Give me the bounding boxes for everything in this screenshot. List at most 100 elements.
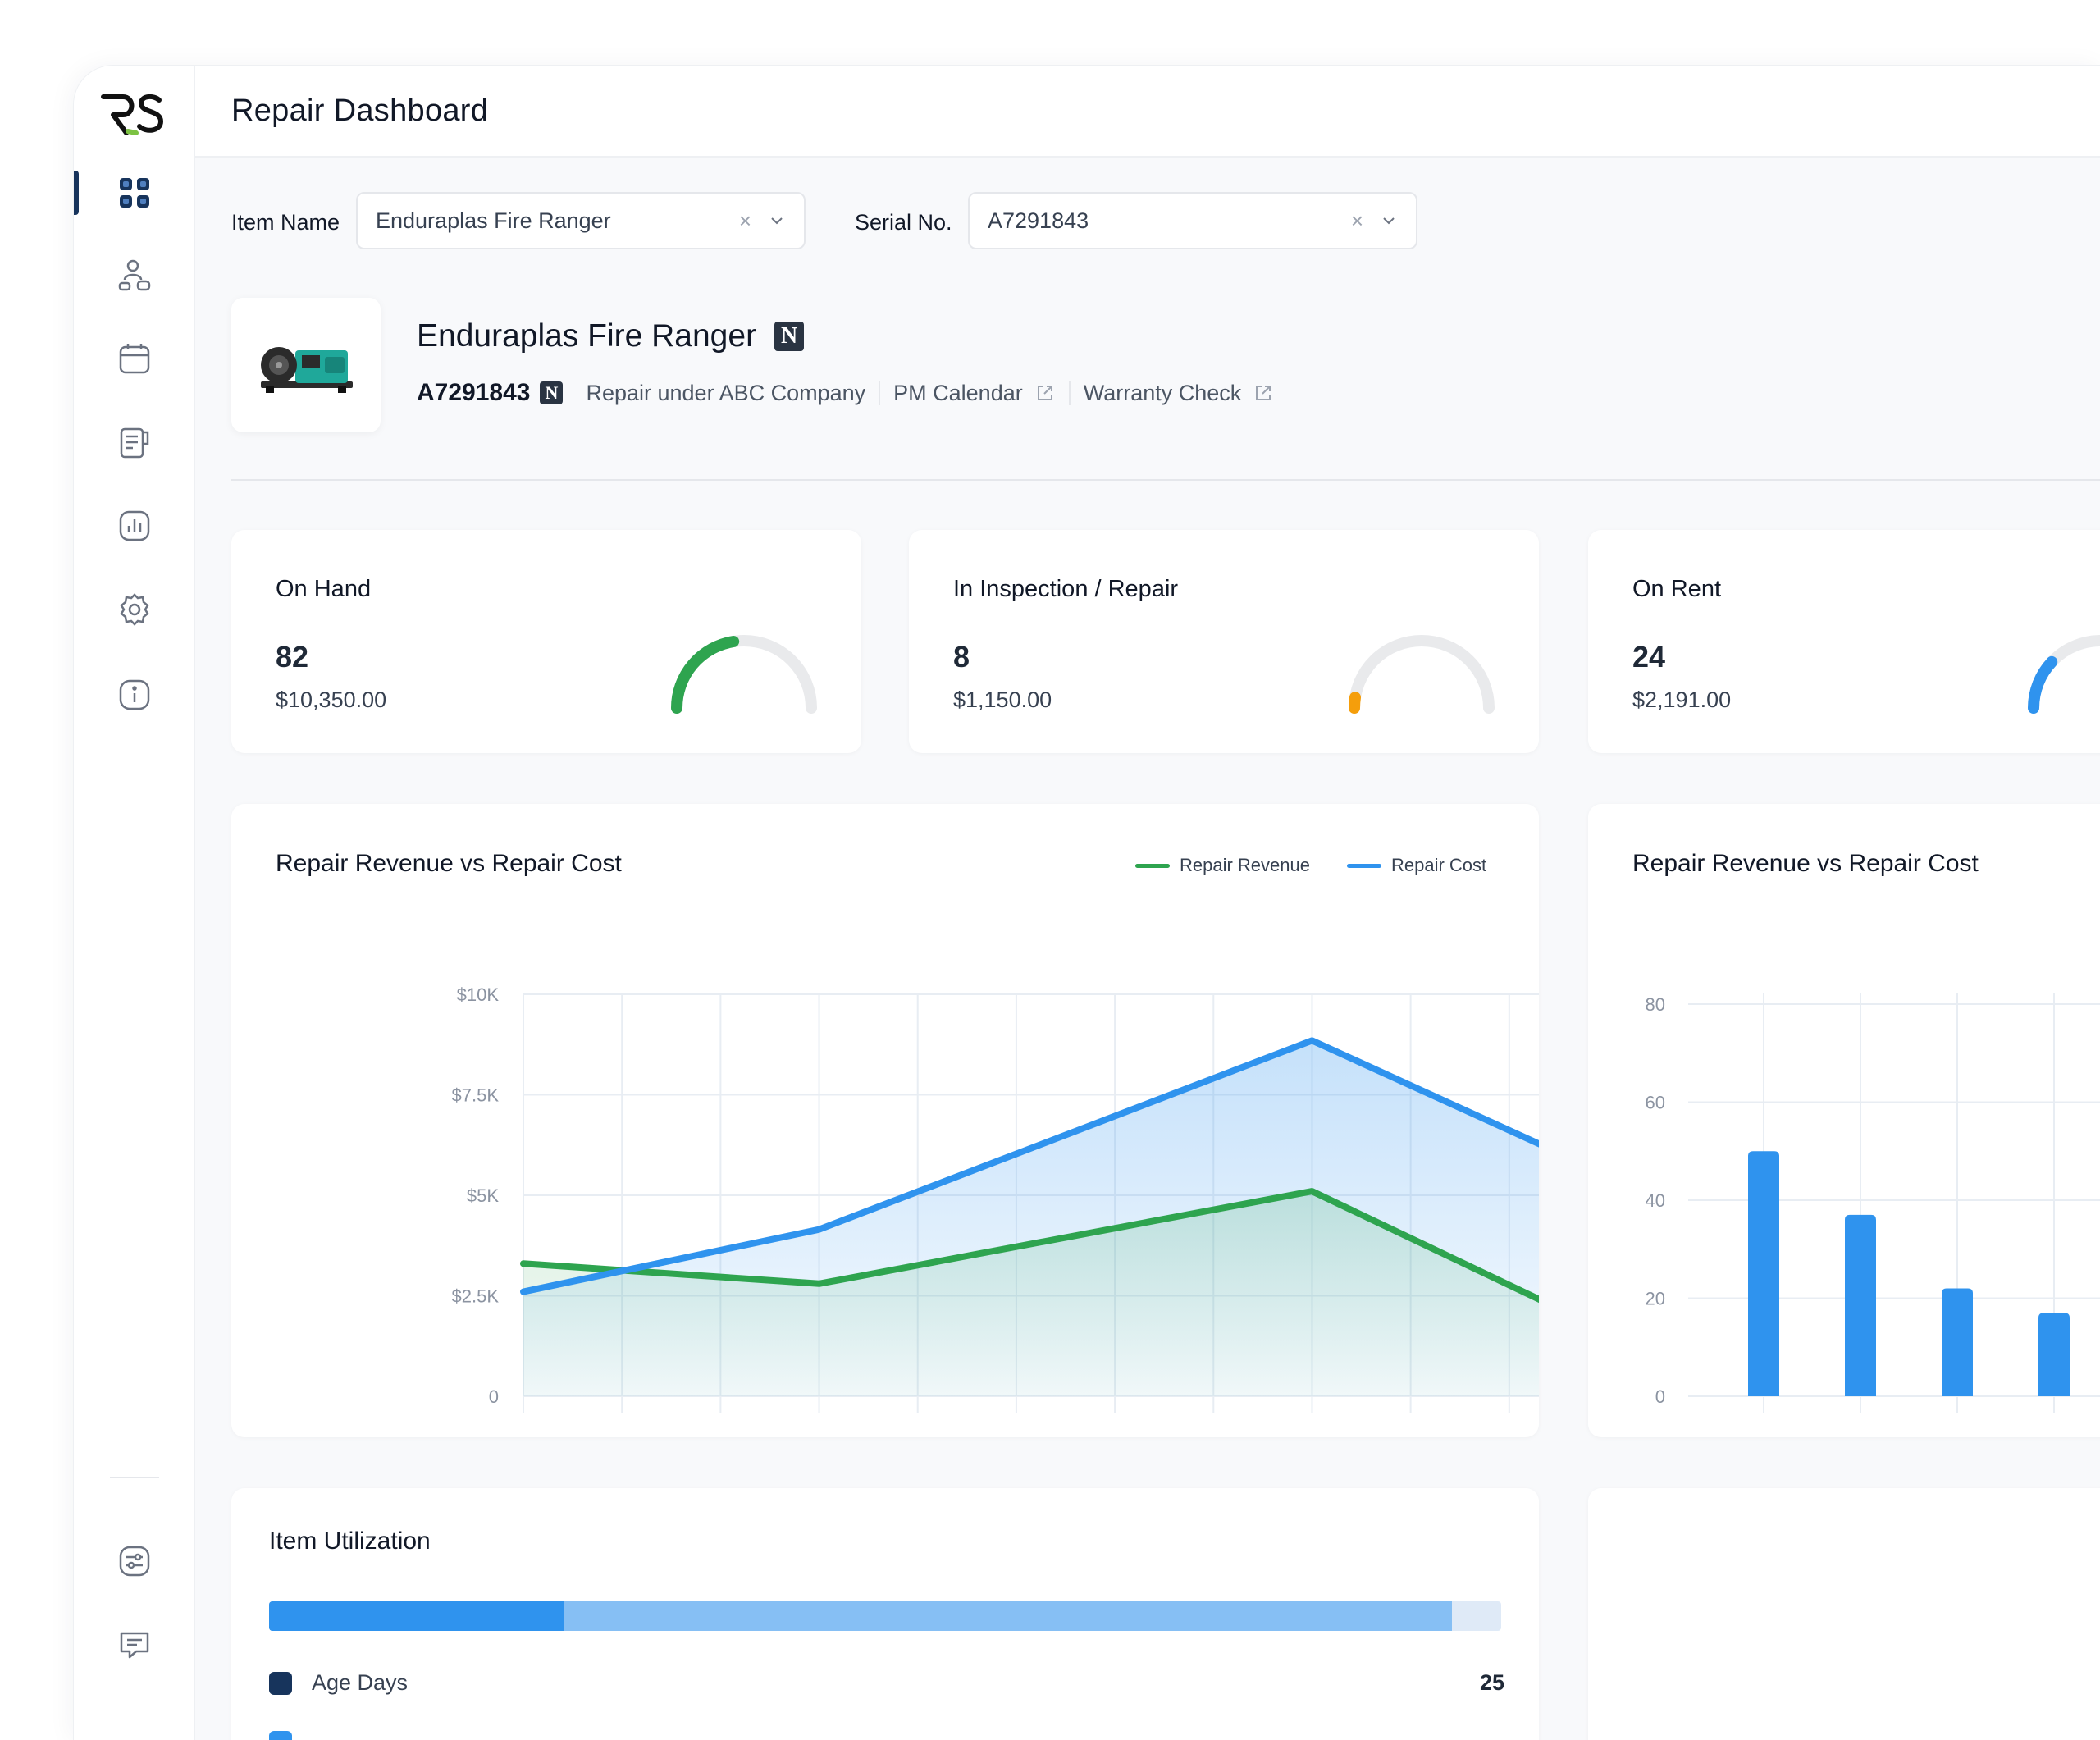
pm-calendar-label: PM Calendar bbox=[893, 380, 1023, 405]
bar-feb bbox=[1845, 1214, 1876, 1396]
external-link-icon bbox=[1037, 386, 1052, 400]
bar-chart: 0 20 40 60 80 Jan Feb Mar Apr bbox=[1646, 993, 2100, 1437]
serial-no-value: A7291843 bbox=[988, 208, 1089, 233]
nav-reports[interactable] bbox=[74, 497, 195, 555]
legend-label: Repair Cost bbox=[1391, 855, 1487, 875]
gauge-value bbox=[671, 636, 740, 714]
utilization-row-partial bbox=[269, 1731, 1504, 1740]
meta-separator bbox=[879, 381, 881, 405]
gauge-in-inspection bbox=[1349, 635, 1495, 714]
utilization-bar bbox=[269, 1601, 1501, 1631]
x-tick-label: Jan bbox=[509, 1434, 537, 1437]
legend-label: Repair Revenue bbox=[1180, 855, 1310, 875]
report-chart-icon bbox=[119, 510, 150, 541]
repair-under-text: Repair under ABC Company bbox=[586, 380, 866, 405]
netsuite-n-icon[interactable]: N bbox=[540, 381, 564, 404]
rs-logo[interactable] bbox=[98, 90, 164, 139]
netsuite-n-icon[interactable]: N bbox=[774, 322, 805, 351]
y-tick-label: 20 bbox=[1646, 1289, 1665, 1309]
nav-documents[interactable] bbox=[74, 413, 195, 471]
series-area-revenue bbox=[523, 1191, 1539, 1396]
nav-settings[interactable] bbox=[74, 581, 195, 638]
item-serial-text: A7291843 bbox=[417, 379, 531, 406]
warranty-check-link[interactable]: Warranty Check bbox=[1084, 381, 1275, 406]
row-value: 25 bbox=[1479, 1670, 1504, 1695]
item-serial: A7291843 N bbox=[417, 379, 564, 407]
utilization-row-age-days: Age Days 25 bbox=[269, 1670, 1504, 1696]
stat-amount: $10,350.00 bbox=[276, 687, 387, 712]
sidebar-divider bbox=[110, 1477, 159, 1478]
page-title: Repair Dashboard bbox=[231, 94, 489, 128]
nav-calendar[interactable] bbox=[74, 330, 195, 387]
x-tick-label: Feb bbox=[1845, 1434, 1876, 1437]
bar-chart-card: Repair Revenue vs Repair Cost 0 20 40 60 80 J… bbox=[1588, 804, 2100, 1437]
x-tick-label: May bbox=[901, 1434, 935, 1437]
calendar-icon bbox=[119, 344, 150, 374]
y-tick-label: 0 bbox=[489, 1386, 499, 1407]
utilization-card: Item Utilization Age Days 25 bbox=[231, 1488, 1539, 1740]
item-meta: A7291843 N Repair under ABC Company PM C… bbox=[417, 379, 1274, 407]
bar-mar bbox=[1942, 1288, 1973, 1396]
document-list-icon bbox=[120, 427, 149, 459]
item-title-text: Enduraplas Fire Ranger bbox=[417, 318, 757, 354]
x-tick-label: Feb bbox=[606, 1434, 637, 1437]
gear-icon bbox=[120, 593, 149, 626]
chat-message-icon bbox=[120, 1632, 149, 1659]
series-line-cost bbox=[520, 1037, 1539, 1295]
bar-chart-title: Repair Revenue vs Repair Cost bbox=[1632, 850, 1979, 877]
y-tick-label: $10K bbox=[457, 984, 500, 1005]
pm-calendar-link[interactable]: PM Calendar bbox=[893, 381, 1056, 406]
meta-separator bbox=[1068, 381, 1071, 405]
x-tick-label: Aug bbox=[1198, 1434, 1230, 1437]
stat-title: On Rent bbox=[1632, 576, 1721, 602]
users-org-icon bbox=[118, 259, 151, 291]
y-tick-label: 40 bbox=[1646, 1190, 1665, 1211]
stat-card-on-hand: On Hand 82 $10,350.00 bbox=[231, 530, 861, 753]
stat-count: 24 bbox=[1632, 640, 1666, 674]
serial-no-select[interactable]: A7291843 × bbox=[968, 192, 1418, 249]
external-link-icon bbox=[1256, 386, 1271, 400]
item-name-select[interactable]: Enduraplas Fire Ranger × bbox=[356, 192, 806, 249]
bar-jan bbox=[1748, 1151, 1779, 1396]
stat-card-on-rent: On Rent 24 $2,191.00 bbox=[1588, 530, 2100, 753]
line-chart-card: Repair Revenue vs Repair Cost Repair Rev… bbox=[231, 804, 1539, 1437]
item-name-label: Item Name bbox=[231, 210, 340, 235]
x-tick-label: Jul bbox=[1103, 1434, 1126, 1437]
nav-preferences[interactable] bbox=[74, 1532, 195, 1590]
x-tick-label: Mar bbox=[705, 1434, 736, 1437]
gauge-track bbox=[671, 635, 817, 714]
app-window: Repair Dashboard Item Name Enduraplas Fi… bbox=[74, 66, 2100, 1740]
item-name-value: Enduraplas Fire Ranger bbox=[376, 208, 611, 233]
preferences-sliders-icon bbox=[119, 1546, 150, 1577]
stat-amount: $2,191.00 bbox=[1632, 687, 1732, 712]
dashboard-grid-icon bbox=[120, 178, 149, 208]
bar-apr bbox=[2038, 1313, 2070, 1396]
gauge-track bbox=[1349, 635, 1495, 714]
utilization-segment-1 bbox=[564, 1601, 1452, 1631]
legend-dot bbox=[269, 1731, 292, 1740]
row-label: Age Days bbox=[312, 1670, 409, 1695]
header-divider bbox=[231, 479, 2100, 481]
legend-item-revenue[interactable]: Repair Revenue bbox=[1135, 855, 1310, 876]
legend-swatch-revenue bbox=[1135, 863, 1170, 868]
chevron-down-icon[interactable] bbox=[1380, 212, 1398, 230]
serial-no-label: Serial No. bbox=[855, 210, 952, 235]
clear-icon[interactable]: × bbox=[738, 208, 751, 233]
sidebar bbox=[74, 66, 195, 1740]
clear-icon[interactable]: × bbox=[1350, 208, 1363, 233]
stat-amount: $1,150.00 bbox=[953, 687, 1052, 712]
chevron-down-icon[interactable] bbox=[768, 212, 786, 230]
gauge-value bbox=[1349, 692, 1362, 714]
gauge-on-hand bbox=[671, 635, 817, 714]
nav-dashboard[interactable] bbox=[74, 164, 195, 221]
series-line-revenue bbox=[520, 1188, 1539, 1304]
legend-item-cost[interactable]: Repair Cost bbox=[1347, 855, 1486, 876]
stat-count: 8 bbox=[953, 640, 970, 674]
y-tick-label: 60 bbox=[1646, 1093, 1665, 1113]
utilization-segment-0 bbox=[269, 1601, 565, 1631]
nav-messages[interactable] bbox=[74, 1616, 195, 1674]
stat-count: 82 bbox=[276, 640, 309, 674]
item-title: Enduraplas Fire Ranger N bbox=[417, 318, 805, 354]
nav-users[interactable] bbox=[74, 246, 195, 304]
nav-info[interactable] bbox=[74, 666, 195, 724]
